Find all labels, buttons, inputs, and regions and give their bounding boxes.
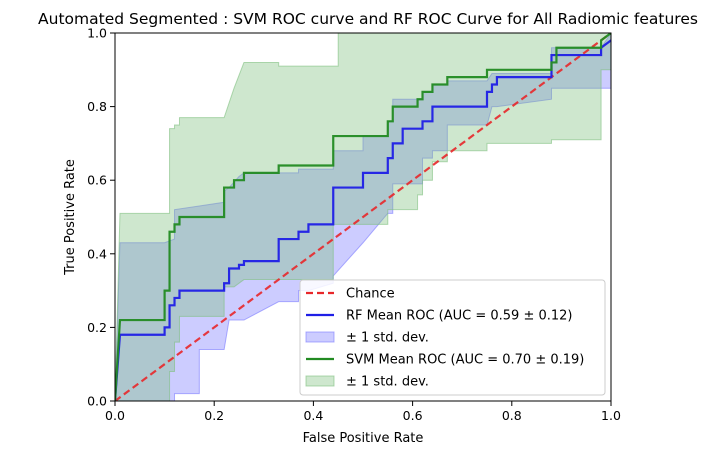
x-tick-label: 0.2 <box>204 408 224 423</box>
legend-label: RF Mean ROC (AUC = 0.59 ± 0.12) <box>346 309 573 324</box>
chart-title: Automated Segmented : SVM ROC curve and … <box>38 10 698 28</box>
legend-item: Chance <box>306 287 395 302</box>
x-tick-label: 0.6 <box>403 408 423 423</box>
y-tick-label: 0.4 <box>87 246 107 261</box>
y-tick-label: 0.2 <box>87 320 107 335</box>
roc-line-3 <box>115 33 611 401</box>
x-axis-ticks: 0.0 0.2 0.4 0.6 0.8 1.0 <box>105 401 621 423</box>
y-tick-label: 0.0 <box>87 394 107 409</box>
legend-item: ± 1 std. dev. <box>305 375 429 390</box>
y-axis-ticks: 0.0 0.2 0.4 0.6 0.8 1.0 <box>87 26 115 409</box>
legend-item: SVM Mean ROC (AUC = 0.70 ± 0.19) <box>306 353 584 368</box>
roc-line-1 <box>115 39 611 401</box>
x-tick-label: 0.8 <box>502 408 522 423</box>
legend-swatch <box>305 331 335 343</box>
x-tick-label: 0.4 <box>303 408 323 423</box>
y-tick-label: 0.8 <box>87 99 107 114</box>
y-tick-label: 1.0 <box>87 26 107 41</box>
legend: Chance RF Mean ROC (AUC = 0.59 ± 0.12) ± 1… <box>299 279 606 396</box>
legend-box <box>299 279 606 396</box>
legend-label: ± 1 std. dev. <box>346 375 429 390</box>
legend-label: Chance <box>346 287 395 302</box>
x-axis-label: False Positive Rate <box>303 431 424 446</box>
chance-line <box>115 33 611 401</box>
legend-label: ± 1 std. dev. <box>346 331 429 346</box>
roc-lines <box>115 33 611 401</box>
x-tick-label: 1.0 <box>601 408 621 423</box>
legend-item: RF Mean ROC (AUC = 0.59 ± 0.12) <box>306 309 573 324</box>
legend-item: ± 1 std. dev. <box>305 331 429 346</box>
y-axis-label: True Positive Rate <box>63 159 78 276</box>
legend-label: SVM Mean ROC (AUC = 0.70 ± 0.19) <box>346 353 584 368</box>
legend-swatch <box>305 375 335 387</box>
y-tick-label: 0.6 <box>87 173 107 188</box>
x-tick-label: 0.0 <box>105 408 125 423</box>
plot-frame <box>114 32 612 402</box>
